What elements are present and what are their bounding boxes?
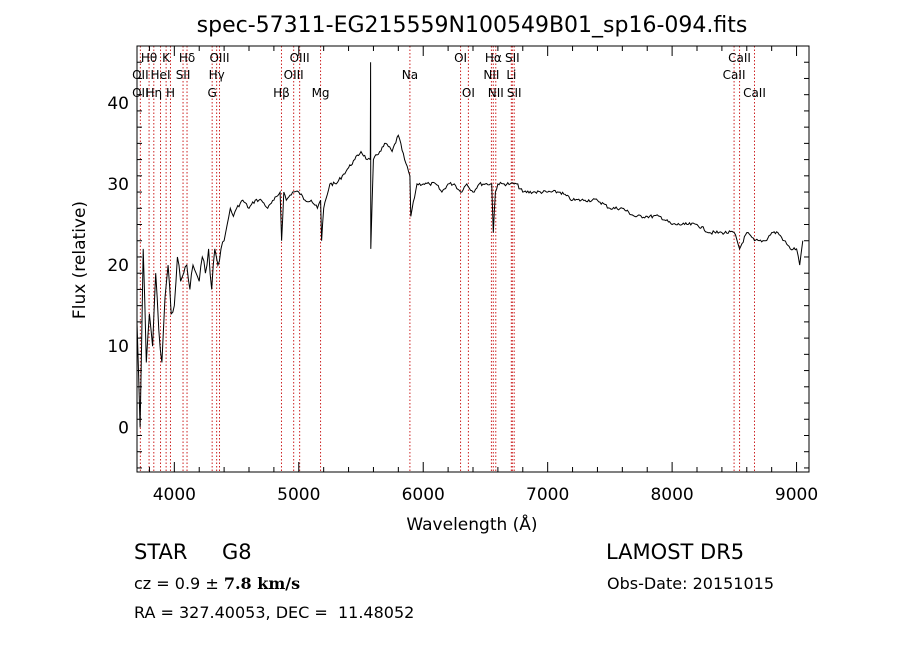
x-tick-label: 8000 bbox=[650, 485, 693, 505]
cz-value: 0.9 bbox=[174, 574, 201, 593]
cz-unit: km/s bbox=[251, 574, 301, 593]
line-label-26: SII bbox=[507, 86, 522, 100]
line-label-20: H bbox=[166, 86, 175, 100]
line-markers bbox=[139, 46, 755, 472]
line-label-4: OIII bbox=[290, 51, 310, 65]
line-label-22: Hβ bbox=[273, 86, 290, 100]
line-label-13: OIII bbox=[284, 68, 304, 82]
line-label-21: G bbox=[208, 86, 217, 100]
line-label-27: CaII bbox=[743, 86, 766, 100]
line-label-5: OI bbox=[454, 51, 467, 65]
x-tick-label: 6000 bbox=[402, 485, 445, 505]
cz-prefix: cz = bbox=[134, 574, 175, 593]
line-label-3: OIII bbox=[209, 51, 229, 65]
line-label-2: Hδ bbox=[179, 51, 195, 65]
line-label-24: OI bbox=[462, 86, 475, 100]
survey-name: LAMOST DR5 bbox=[606, 540, 745, 564]
x-tick-label: 7000 bbox=[526, 485, 569, 505]
line-label-11: SII bbox=[176, 68, 191, 82]
line-label-25: NII bbox=[488, 86, 504, 100]
line-label-15: NII bbox=[483, 68, 499, 82]
y-axis-ticks: 0 10 20 30 40 bbox=[107, 61, 809, 469]
y-tick-label: 0 bbox=[118, 418, 129, 438]
object-class: STAR bbox=[134, 540, 188, 564]
line-label-19: Hη bbox=[145, 86, 162, 100]
y-tick-label: 10 bbox=[107, 337, 129, 357]
line-label-7: SII bbox=[505, 51, 520, 65]
ra-dec: RA = 327.40053, DEC = 11.48052 bbox=[134, 603, 415, 622]
x-tick-label: 5000 bbox=[277, 485, 320, 505]
y-tick-label: 40 bbox=[107, 94, 129, 114]
line-label-9: OII bbox=[132, 68, 149, 82]
x-tick-label: 4000 bbox=[153, 485, 196, 505]
x-axis-ticks: 4000 5000 6000 7000 8000 9000 bbox=[148, 46, 818, 505]
line-label-6: Hα bbox=[485, 51, 502, 65]
chart-title: spec-57311-EG215559N100549B01_sp16-094.f… bbox=[197, 13, 748, 38]
plot-frame bbox=[136, 45, 810, 473]
line-label-16: Li bbox=[506, 68, 516, 82]
line-label-1: K bbox=[162, 51, 171, 65]
x-axis-label: Wavelength (Å) bbox=[406, 513, 537, 535]
y-axis-label: Flux (relative) bbox=[70, 201, 90, 319]
spectrum-line bbox=[136, 62, 804, 428]
y-tick-label: 20 bbox=[107, 256, 129, 276]
line-label-14: Na bbox=[402, 68, 418, 82]
line-label-18: OII bbox=[132, 86, 149, 100]
object-subclass: G8 bbox=[222, 540, 252, 564]
line-label-23: Mg bbox=[312, 86, 330, 100]
obs-date: Obs-Date: 20151015 bbox=[607, 574, 775, 593]
cz-pm: ± bbox=[200, 574, 224, 593]
y-tick-label: 30 bbox=[107, 175, 129, 195]
line-label-17: CaII bbox=[723, 68, 746, 82]
cz-error: 7.8 bbox=[223, 574, 252, 593]
line-label-0: Hθ bbox=[141, 51, 157, 65]
line-label-8: CaII bbox=[728, 51, 751, 65]
x-tick-label: 9000 bbox=[775, 485, 818, 505]
line-label-12: Hγ bbox=[209, 68, 225, 82]
line-label-10: HeI bbox=[151, 68, 171, 82]
redshift-line: cz = 0.9 ± 7.8 km/s bbox=[134, 574, 300, 593]
